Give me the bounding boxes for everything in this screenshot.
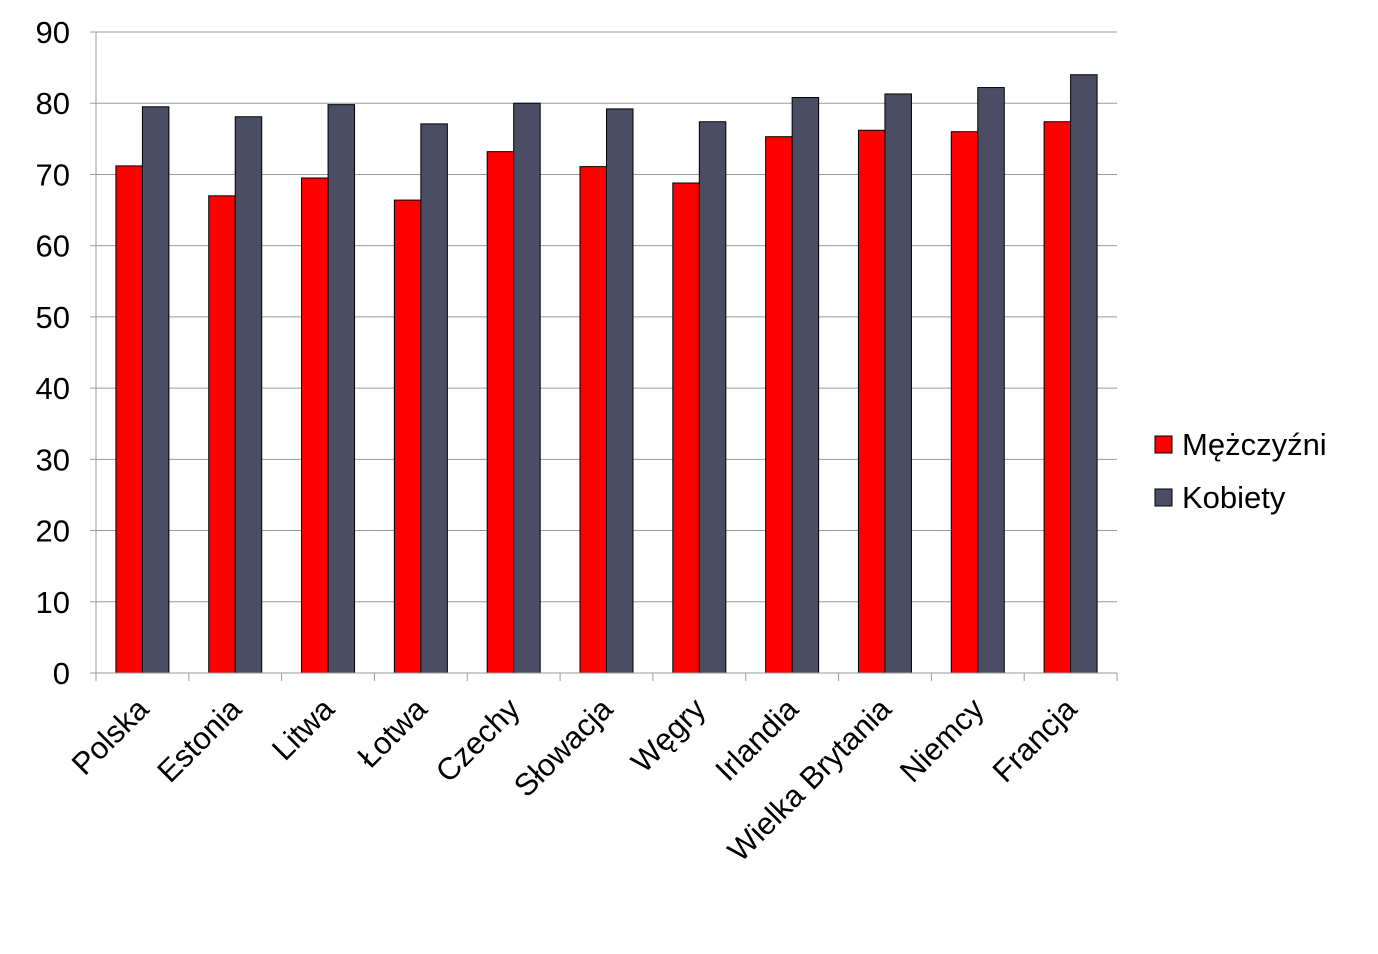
bar-kobiety-9 [977,87,1005,674]
bar-kobiety-10 [1070,74,1098,674]
y-tick-label: 0 [53,656,70,691]
y-tick-label: 70 [36,157,70,192]
bar-mezczyzni-3 [393,199,422,674]
bar-mezczyzni-7 [765,136,793,674]
bar-kobiety-3 [420,123,448,674]
bar-mezczyzni-2 [301,177,329,674]
x-category-label: Francja [986,691,1084,789]
y-tick-label: 90 [36,15,70,50]
bar-mezczyzni-4 [486,151,515,674]
legend-label-mezczyzni: Mężczyźni [1182,427,1327,462]
bar-mezczyzni-6 [672,182,700,674]
bar-kobiety-0 [141,106,170,674]
y-tick-label: 10 [36,585,70,620]
x-category-label: Estonia [150,691,248,789]
y-tick-label: 50 [36,300,70,335]
bar-mezczyzni-9 [950,131,979,674]
legend-label-kobiety: Kobiety [1182,480,1286,515]
y-tick-label: 40 [36,371,70,406]
legend-swatch-kobiety [1154,488,1173,507]
bar-mezczyzni-8 [857,129,886,674]
bar-kobiety-5 [606,108,634,674]
x-category-label: Polska [65,691,156,782]
y-tick-label: 80 [36,86,70,121]
bar-kobiety-8 [884,93,912,674]
bar-kobiety-7 [791,97,820,674]
y-tick-label: 30 [36,442,70,477]
x-category-label: Wielka Brytania [721,691,899,869]
y-tick-label: 20 [36,514,70,549]
x-category-label: Słowacja [507,691,620,804]
x-category-label: Łotwa [351,691,435,775]
bar-mezczyzni-1 [208,195,236,674]
bar-mezczyzni-0 [115,165,143,674]
bar-mezczyzni-5 [579,166,607,674]
axes [90,31,1118,681]
x-category-label: Niemcy [893,691,991,789]
y-tick-label: 60 [36,229,70,264]
y-axis-tick-labels: 0 10 20 30 40 50 60 70 80 90 [36,15,70,691]
bar-kobiety-6 [698,121,727,674]
bars [115,74,1098,674]
x-category-label: Litwa [265,691,341,767]
bar-kobiety-4 [513,102,541,674]
bar-kobiety-1 [234,116,263,674]
x-category-label: Węgry [624,691,712,779]
bar-kobiety-2 [327,104,356,674]
bar-mezczyzni-10 [1043,121,1072,674]
legend: Mężczyźni Kobiety [1154,427,1327,515]
legend-swatch-mezczyzni [1154,435,1173,454]
